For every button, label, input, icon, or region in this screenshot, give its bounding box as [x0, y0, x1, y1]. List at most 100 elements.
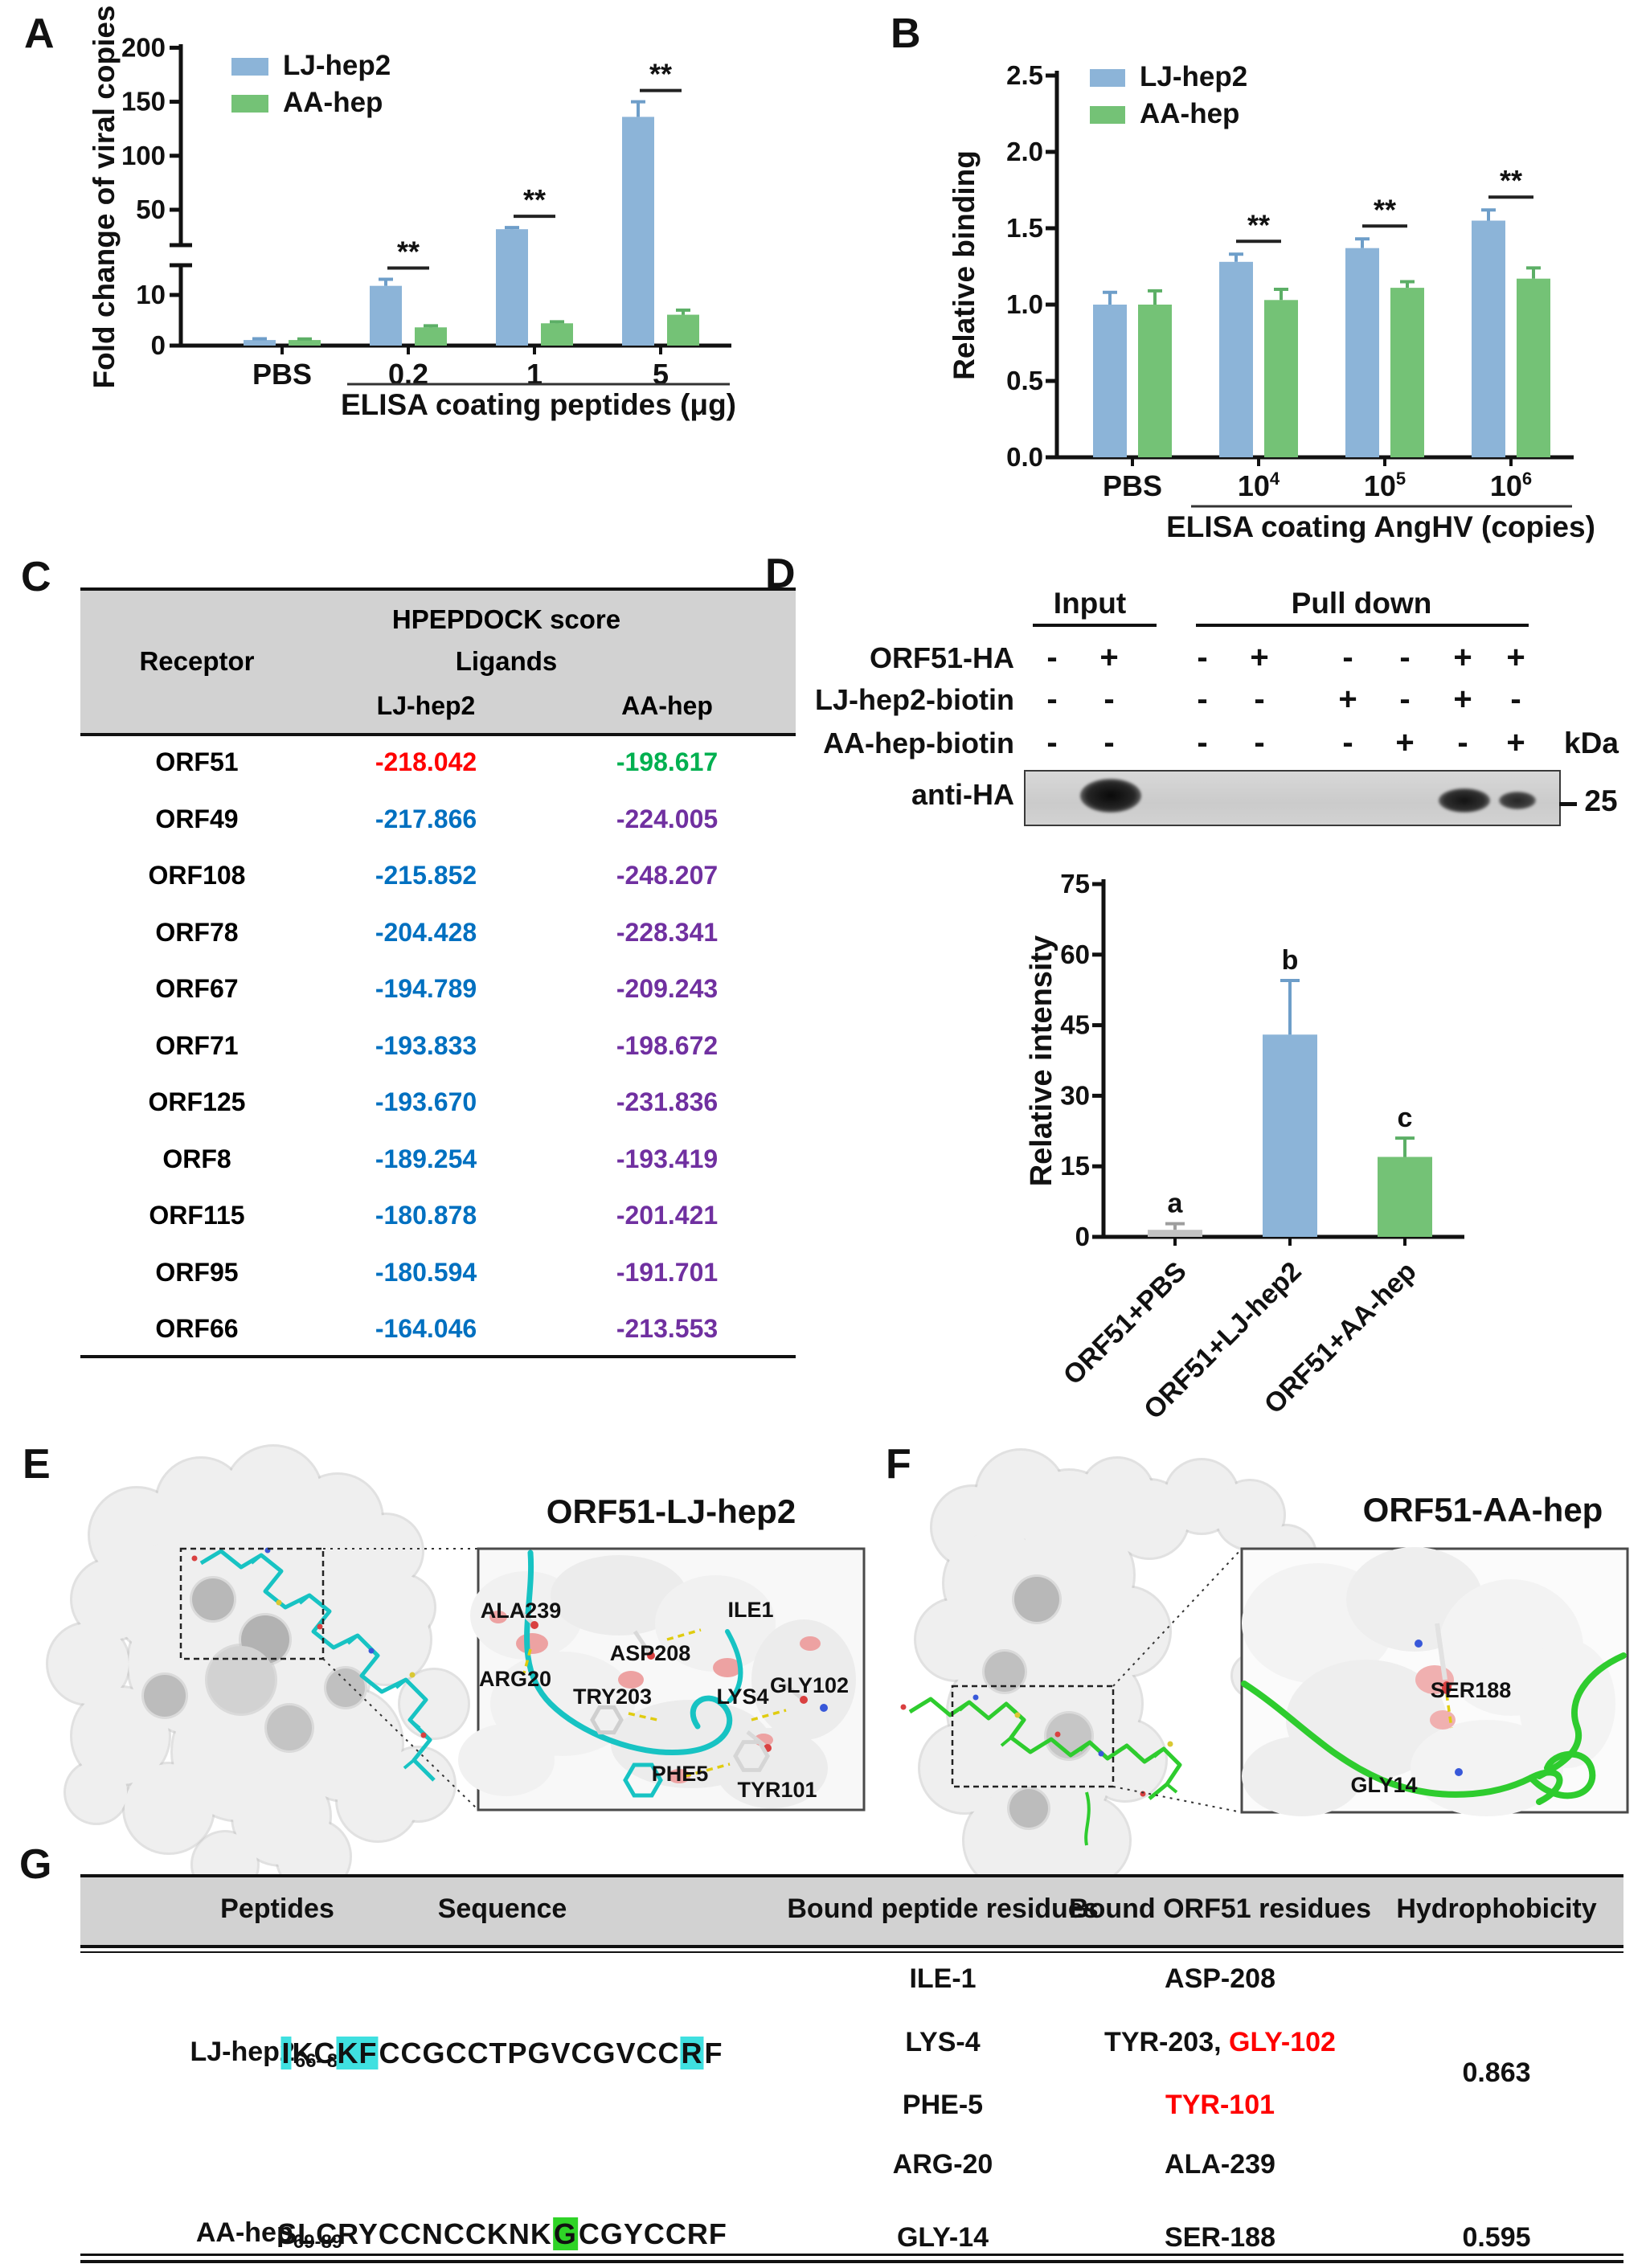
y-tick-label: 50 — [136, 194, 166, 224]
bar-aa-hep — [667, 314, 699, 346]
inset-surface — [1242, 1736, 1362, 1816]
orf51-residue-text: ASP-208 — [1165, 1963, 1275, 1994]
table-border — [80, 1355, 796, 1358]
receptor-cell: ORF51 — [155, 747, 239, 776]
y-tick-label: 60 — [1060, 940, 1090, 969]
bound-orf51-residue: ASP-208 — [1165, 1963, 1275, 1995]
input-header: Input — [1053, 587, 1127, 620]
score-lj-cell: -189.254 — [375, 1144, 477, 1173]
bar-aa-hep — [1138, 305, 1172, 457]
sequence-highlight: R — [680, 2037, 704, 2069]
score-aa-cell: -193.419 — [616, 1144, 719, 1173]
peptide-range: 69-89 — [293, 2230, 343, 2253]
lane-sign: - — [1046, 682, 1058, 717]
residue-label-phe5: PHE5 — [652, 1762, 709, 1786]
legend-label: LJ-hep2 — [1140, 61, 1247, 92]
receptor-cell: ORF71 — [155, 1030, 239, 1060]
chart-b: 0.0 0.5 1.0 1.5 2.0 2.5 ** ** ** PBS 104 105 106 ELIS… — [948, 60, 1595, 543]
g-header-0: Peptides — [220, 1893, 334, 1924]
y-tick-label: 0 — [1075, 1222, 1090, 1251]
sequence-highlight: KF — [336, 2037, 379, 2069]
protein-surface — [1081, 1587, 1169, 1676]
lane-sign: + — [1338, 682, 1357, 717]
y-tick-label: 0 — [151, 330, 166, 360]
blot-image — [1024, 770, 1561, 826]
protein-band — [1080, 779, 1141, 813]
chart-d-quant: 01530456075aORF51+PBSbORF51+LJ-hep2cORF5… — [1025, 869, 1464, 1425]
lane-sign: - — [1399, 640, 1411, 675]
score-lj-cell: -193.833 — [375, 1030, 477, 1060]
bound-orf51-residue: TYR-101 — [1165, 2090, 1275, 2121]
score-aa-cell: -198.672 — [616, 1030, 719, 1060]
x-tick-label: 0.2 — [388, 358, 428, 391]
table-border — [80, 587, 796, 591]
lane-row-label: AA-hep-biotin — [823, 727, 1014, 759]
significance-letter: a — [1168, 1189, 1184, 1219]
protein-surface — [207, 1646, 275, 1713]
table-header-band — [80, 1877, 1623, 1945]
inset-surface — [655, 1575, 776, 1672]
x-tick-label: PBS — [1103, 469, 1162, 502]
receptor-cell: ORF115 — [149, 1201, 245, 1230]
inset-surface — [715, 1728, 828, 1808]
g-header-3: Bound ORF51 residues — [1069, 1893, 1371, 1924]
y-tick-label: 0.5 — [1006, 366, 1043, 395]
bar-aa-hep — [1264, 300, 1298, 457]
receptor-header: Receptor — [139, 646, 255, 676]
score-lj-cell: -180.878 — [375, 1201, 477, 1230]
peptide-name: AA-hep69-89 — [195, 2217, 343, 2253]
score-aa-cell: -191.701 — [616, 1257, 719, 1287]
y-tick-label: 0.0 — [1006, 442, 1043, 472]
receptor-cell: ORF78 — [155, 917, 239, 947]
significance-stars: ** — [1500, 164, 1522, 197]
bar-lj-hep2 — [370, 285, 402, 346]
lane-row-label: ORF51-HA — [869, 641, 1014, 674]
legend-label: AA-hep — [1140, 98, 1239, 129]
protein-surface — [267, 1705, 312, 1750]
receptor-cell: ORF67 — [155, 974, 239, 1003]
bar-aa-hep — [1517, 278, 1550, 457]
lane-sign: + — [1395, 725, 1415, 760]
bar-lj-hep2 — [1093, 305, 1127, 457]
lane-sign: + — [1453, 682, 1472, 717]
y-tick-label: 2.5 — [1006, 60, 1043, 90]
protein-surface — [1216, 1481, 1284, 1549]
peptide-ribbon — [524, 1550, 733, 1756]
table-border — [80, 2260, 1623, 2263]
table-border — [80, 733, 796, 736]
lane-sign: + — [1250, 640, 1269, 675]
receptor-cell: ORF125 — [148, 1087, 246, 1116]
orf51-residue-text: ALA-239 — [1165, 2149, 1275, 2180]
sequence-segment: CGYCCRF — [578, 2217, 727, 2250]
legend-swatch — [1090, 69, 1125, 87]
score-aa-cell: -201.421 — [616, 1201, 719, 1230]
protein-surface — [916, 1599, 997, 1680]
x-tick-label: 104 — [1238, 469, 1280, 502]
docked-peptide-sticks — [199, 1549, 436, 1782]
protein-surface — [985, 1652, 1025, 1692]
inset-title-orf51-lj-hep2: ORF51-LJ-hep2 — [547, 1492, 796, 1530]
peptide-sequence: IKCKFCCGCCTPGVCGVCCRF — [280, 2037, 723, 2070]
pulldown-blot: Input Pull down ORF51-HA - + - + - - + + LJ-hep2-bi… — [764, 547, 1646, 868]
orf51-residue-text: SER-188 — [1165, 2222, 1275, 2253]
panel-g-label: G — [19, 1841, 52, 1888]
lane-sign: + — [1099, 640, 1119, 675]
pulldown-underline — [1196, 624, 1529, 627]
sequence-highlight: I — [280, 2037, 292, 2069]
sequence-segment: KC — [292, 2037, 336, 2069]
receptor-cell: ORF95 — [155, 1257, 239, 1287]
legend-swatch — [1090, 106, 1125, 124]
lane-sign: + — [1506, 640, 1525, 675]
x-tick-label: 5 — [653, 358, 669, 391]
significance-stars: ** — [523, 183, 546, 216]
lane-sign: - — [1197, 682, 1208, 717]
lane-sign: - — [1342, 640, 1353, 675]
score-aa-cell: -209.243 — [616, 974, 719, 1003]
table-border — [80, 2254, 1623, 2256]
y-tick-label: 15 — [1060, 1151, 1090, 1181]
residue-label-lys4: LYS4 — [716, 1685, 768, 1709]
lane-sign: - — [1103, 725, 1115, 760]
legend-label: LJ-hep2 — [283, 50, 391, 81]
x-axis-title: ELISA coating peptides (μg) — [341, 388, 736, 421]
